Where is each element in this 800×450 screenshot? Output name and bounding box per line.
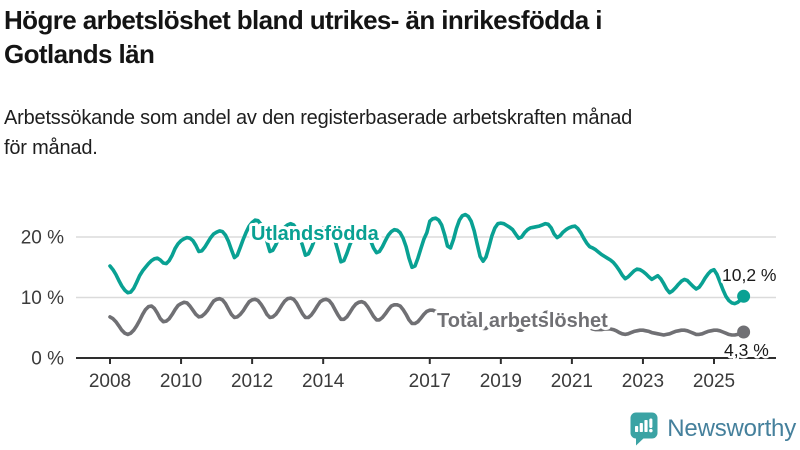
series-label-teal: Utlandsfödda xyxy=(251,223,380,245)
y-axis-label-0: 0 % xyxy=(31,349,64,370)
end-dot-gray xyxy=(737,325,751,339)
end-dot-teal xyxy=(737,289,751,303)
x-axis-label-2019: 2019 xyxy=(480,371,522,392)
newsworthy-logo-icon xyxy=(630,412,658,446)
page-title-line2: Gotlands län xyxy=(4,39,155,69)
x-axis-label-2023: 2023 xyxy=(622,371,664,392)
newsworthy-logo-text: Newsworthy xyxy=(667,415,796,442)
end-value-label-teal: 10,2 % xyxy=(722,265,776,285)
chart-subtitle-line1: Arbetssökande som andel av den registerb… xyxy=(4,107,633,129)
y-axis-label-10: 10 % xyxy=(21,288,64,309)
series-line-teal xyxy=(108,212,746,306)
x-axis-label-2014: 2014 xyxy=(302,371,345,392)
newsworthy-logo: Newsworthy xyxy=(630,412,796,446)
x-axis-label-2025: 2025 xyxy=(693,371,735,392)
chart-subtitle-line2: för månad. xyxy=(4,137,98,159)
x-axis-label-2012: 2012 xyxy=(231,371,273,392)
page-title: Högre arbetslöshet bland utrikes- än inr… xyxy=(4,3,774,71)
chart-subtitle: Arbetssökande som andel av den registerb… xyxy=(4,103,794,163)
end-value-label-gray: 4,3 % xyxy=(724,340,769,360)
y-axis-label-20: 20 % xyxy=(21,228,64,249)
x-axis-label-2017: 2017 xyxy=(409,371,451,392)
x-axis-label-2010: 2010 xyxy=(160,371,202,392)
x-axis-label-2008: 2008 xyxy=(89,371,131,392)
series-line-gray xyxy=(108,296,746,337)
page-title-line1: Högre arbetslöshet bland utrikes- än inr… xyxy=(4,5,602,35)
series-label-gray: Total arbetslöshet xyxy=(437,310,608,332)
x-axis-label-2021: 2021 xyxy=(551,371,593,392)
